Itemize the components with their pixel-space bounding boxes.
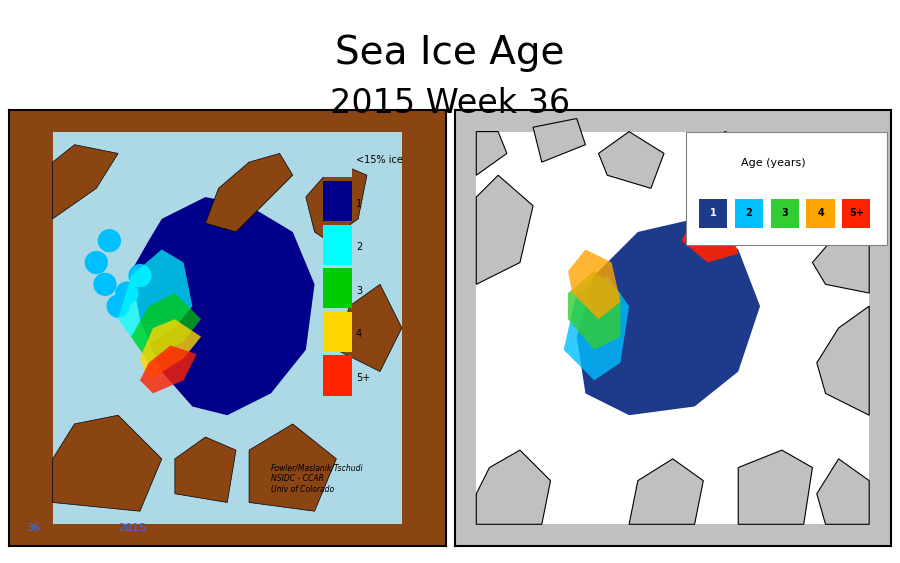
Polygon shape <box>568 271 620 350</box>
FancyBboxPatch shape <box>323 268 352 309</box>
FancyBboxPatch shape <box>699 199 727 227</box>
Polygon shape <box>817 306 869 415</box>
Polygon shape <box>306 162 367 240</box>
Circle shape <box>107 295 129 317</box>
Polygon shape <box>476 132 869 524</box>
FancyBboxPatch shape <box>323 225 352 265</box>
Text: 2015: 2015 <box>118 523 146 533</box>
Polygon shape <box>476 175 533 284</box>
Polygon shape <box>476 132 507 175</box>
Text: 2015 Week 36: 2015 Week 36 <box>330 87 570 120</box>
Polygon shape <box>533 118 586 162</box>
Circle shape <box>116 282 138 304</box>
Polygon shape <box>131 293 201 363</box>
Polygon shape <box>577 219 760 415</box>
Text: Age (years): Age (years) <box>741 158 806 168</box>
Polygon shape <box>140 345 197 394</box>
Circle shape <box>129 265 151 287</box>
Polygon shape <box>568 249 620 319</box>
FancyBboxPatch shape <box>323 137 352 177</box>
Polygon shape <box>813 219 869 293</box>
FancyBboxPatch shape <box>686 132 886 245</box>
Polygon shape <box>52 415 162 511</box>
FancyBboxPatch shape <box>806 199 834 227</box>
Text: 2: 2 <box>745 208 752 218</box>
Circle shape <box>98 230 121 252</box>
FancyBboxPatch shape <box>323 312 352 352</box>
Polygon shape <box>205 153 292 232</box>
Polygon shape <box>52 132 401 524</box>
Text: 1: 1 <box>710 208 716 218</box>
Text: 1: 1 <box>356 199 362 209</box>
FancyBboxPatch shape <box>323 181 352 221</box>
Polygon shape <box>629 459 703 524</box>
Text: Sea Ice Age: Sea Ice Age <box>335 34 565 72</box>
Text: 3: 3 <box>781 208 788 218</box>
Text: 36: 36 <box>26 523 40 533</box>
Circle shape <box>94 274 116 295</box>
Polygon shape <box>817 459 869 524</box>
Text: 5+: 5+ <box>849 208 864 218</box>
FancyBboxPatch shape <box>842 199 870 227</box>
Polygon shape <box>118 249 193 350</box>
Polygon shape <box>563 275 629 381</box>
Polygon shape <box>249 424 337 511</box>
Text: <15% ice: <15% ice <box>356 155 403 165</box>
Text: 4: 4 <box>817 208 824 218</box>
Polygon shape <box>476 450 551 524</box>
Text: 4: 4 <box>356 329 362 339</box>
Polygon shape <box>337 284 401 372</box>
Polygon shape <box>140 319 201 381</box>
Polygon shape <box>131 197 315 415</box>
FancyBboxPatch shape <box>734 199 763 227</box>
FancyBboxPatch shape <box>770 199 799 227</box>
Polygon shape <box>681 205 738 262</box>
Text: 3: 3 <box>356 286 362 296</box>
Polygon shape <box>598 132 664 188</box>
Text: 2: 2 <box>356 242 363 252</box>
Text: 5+: 5+ <box>356 373 370 383</box>
Polygon shape <box>738 450 813 524</box>
Polygon shape <box>795 140 856 205</box>
Text: Fowler/Maslanik/Tschudi
NSIDC - CCAR
Univ of Colorado: Fowler/Maslanik/Tschudi NSIDC - CCAR Uni… <box>271 464 364 494</box>
FancyBboxPatch shape <box>323 355 352 396</box>
Circle shape <box>86 252 107 274</box>
Polygon shape <box>695 132 760 184</box>
Polygon shape <box>52 145 118 219</box>
Polygon shape <box>175 437 236 502</box>
